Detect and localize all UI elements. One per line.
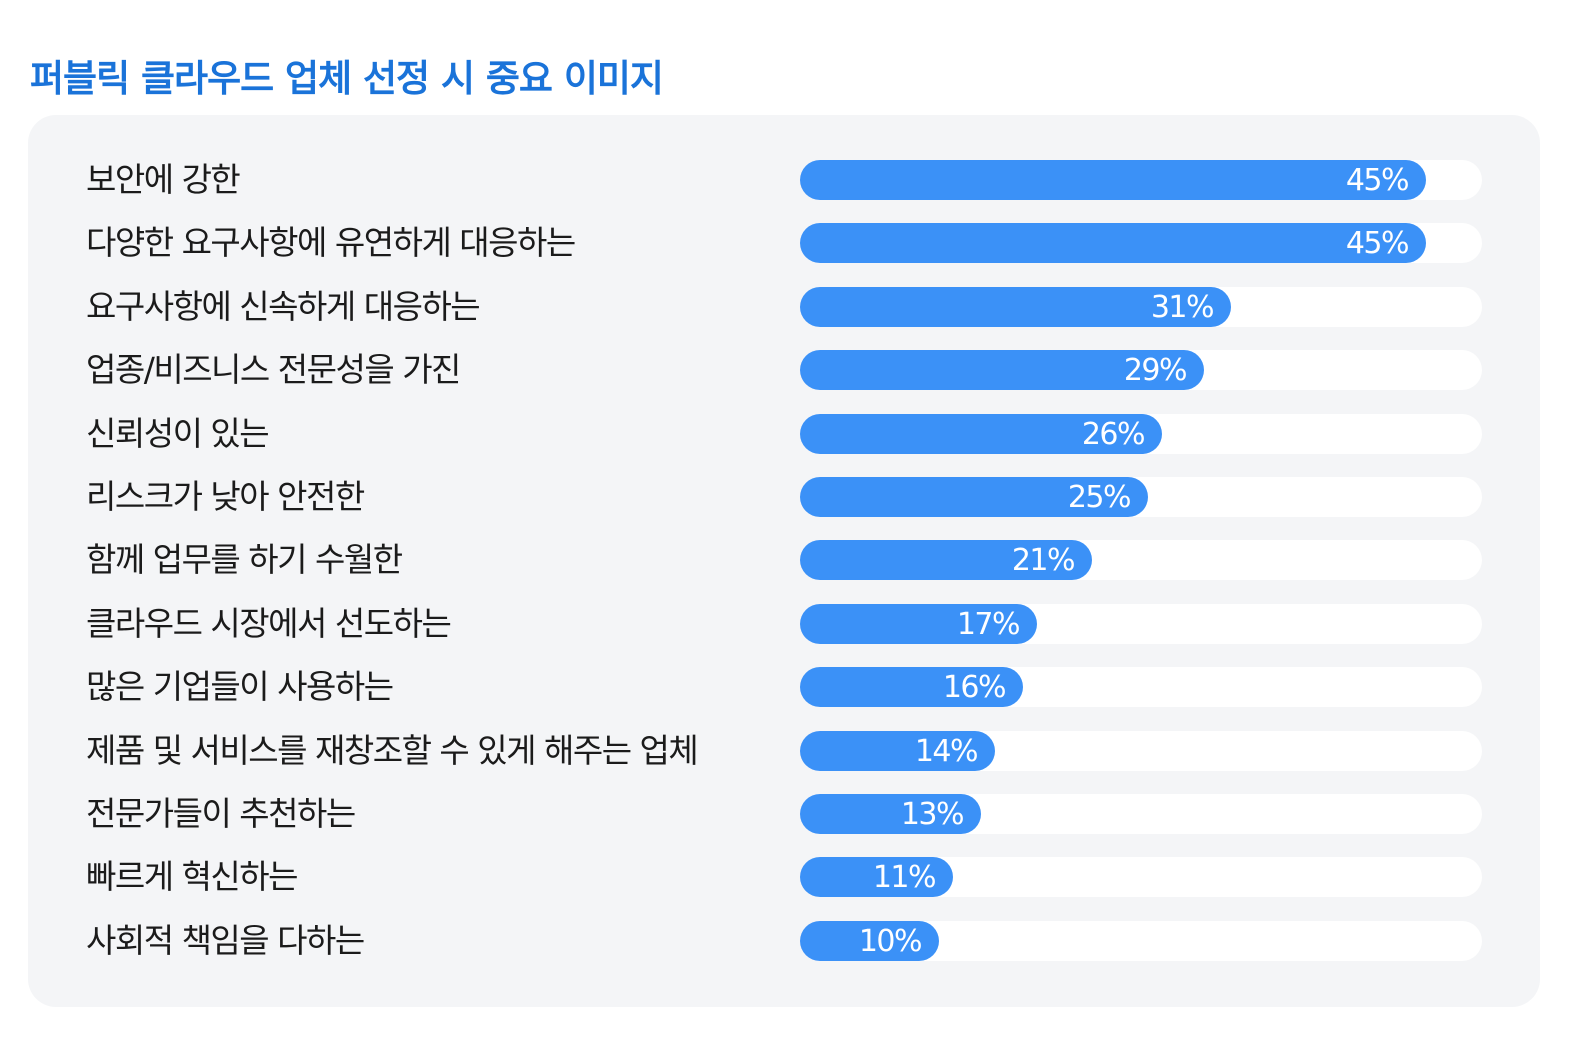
bar: 29% bbox=[800, 350, 1204, 390]
bar-row: 제품 및 서비스를 재창조할 수 있게 해주는 업체 14% bbox=[28, 731, 1540, 771]
value-label: 13% bbox=[900, 797, 965, 832]
value-label: 31% bbox=[1150, 290, 1215, 325]
category-label: 제품 및 서비스를 재창조할 수 있게 해주는 업체 bbox=[86, 731, 699, 770]
bar: 17% bbox=[800, 604, 1037, 644]
bar: 21% bbox=[800, 540, 1092, 580]
bar-track: 45% bbox=[800, 160, 1482, 200]
bar-row: 많은 기업들이 사용하는 16% bbox=[28, 667, 1540, 707]
bar: 14% bbox=[800, 731, 995, 771]
bar-row: 함께 업무를 하기 수월한 21% bbox=[28, 540, 1540, 580]
bar: 26% bbox=[800, 414, 1162, 454]
chart-title: 퍼블릭 클라우드 업체 선정 시 중요 이미지 bbox=[30, 57, 664, 100]
bar-row: 보안에 강한 45% bbox=[28, 160, 1540, 200]
bar: 11% bbox=[800, 857, 953, 897]
category-label: 신뢰성이 있는 bbox=[86, 414, 270, 453]
bar-row: 전문가들이 추천하는 13% bbox=[28, 794, 1540, 834]
bar-track: 16% bbox=[800, 667, 1482, 707]
category-label: 빠르게 혁신하는 bbox=[86, 857, 299, 896]
value-label: 17% bbox=[956, 607, 1021, 642]
bar-row: 클라우드 시장에서 선도하는 17% bbox=[28, 604, 1540, 644]
bar: 16% bbox=[800, 667, 1023, 707]
category-label: 리스크가 낮아 안전한 bbox=[86, 477, 365, 516]
value-label: 14% bbox=[914, 734, 979, 769]
bar-track: 25% bbox=[800, 477, 1482, 517]
category-label: 클라우드 시장에서 선도하는 bbox=[86, 604, 452, 643]
bar-track: 31% bbox=[800, 287, 1482, 327]
bar-track: 17% bbox=[800, 604, 1482, 644]
bar-track: 10% bbox=[800, 921, 1482, 961]
category-label: 전문가들이 추천하는 bbox=[86, 794, 356, 833]
bar: 31% bbox=[800, 287, 1231, 327]
bar-row: 신뢰성이 있는 26% bbox=[28, 414, 1540, 454]
value-label: 29% bbox=[1123, 353, 1188, 388]
bar-track: 11% bbox=[800, 857, 1482, 897]
bar: 25% bbox=[800, 477, 1148, 517]
value-label: 26% bbox=[1081, 417, 1146, 452]
value-label: 16% bbox=[942, 670, 1007, 705]
bar: 10% bbox=[800, 921, 939, 961]
value-label: 10% bbox=[858, 924, 923, 959]
bar-track: 21% bbox=[800, 540, 1482, 580]
chart-panel: 보안에 강한 45% 다양한 요구사항에 유연하게 대응하는 45% 요구사항에 신속하… bbox=[28, 115, 1540, 1007]
value-label: 25% bbox=[1067, 480, 1132, 515]
value-label: 45% bbox=[1345, 226, 1410, 261]
category-label: 사회적 책임을 다하는 bbox=[86, 921, 365, 960]
bar-track: 26% bbox=[800, 414, 1482, 454]
category-label: 함께 업무를 하기 수월한 bbox=[86, 540, 403, 579]
bar-row: 업종/비즈니스 전문성을 가진 29% bbox=[28, 350, 1540, 390]
bar-track: 13% bbox=[800, 794, 1482, 834]
bar-row: 요구사항에 신속하게 대응하는 31% bbox=[28, 287, 1540, 327]
bar-track: 45% bbox=[800, 223, 1482, 263]
bar: 45% bbox=[800, 223, 1426, 263]
category-label: 많은 기업들이 사용하는 bbox=[86, 667, 394, 706]
category-label: 보안에 강한 bbox=[86, 160, 241, 199]
value-label: 45% bbox=[1345, 163, 1410, 198]
bar-track: 29% bbox=[800, 350, 1482, 390]
bar-row: 다양한 요구사항에 유연하게 대응하는 45% bbox=[28, 223, 1540, 263]
category-label: 요구사항에 신속하게 대응하는 bbox=[86, 287, 481, 326]
bar-row: 사회적 책임을 다하는 10% bbox=[28, 921, 1540, 961]
bar-row: 리스크가 낮아 안전한 25% bbox=[28, 477, 1540, 517]
bar-track: 14% bbox=[800, 731, 1482, 771]
category-label: 업종/비즈니스 전문성을 가진 bbox=[86, 350, 461, 389]
category-label: 다양한 요구사항에 유연하게 대응하는 bbox=[86, 223, 576, 262]
bar: 13% bbox=[800, 794, 981, 834]
bar: 45% bbox=[800, 160, 1426, 200]
value-label: 21% bbox=[1011, 543, 1076, 578]
bar-row: 빠르게 혁신하는 11% bbox=[28, 857, 1540, 897]
value-label: 11% bbox=[872, 860, 937, 895]
